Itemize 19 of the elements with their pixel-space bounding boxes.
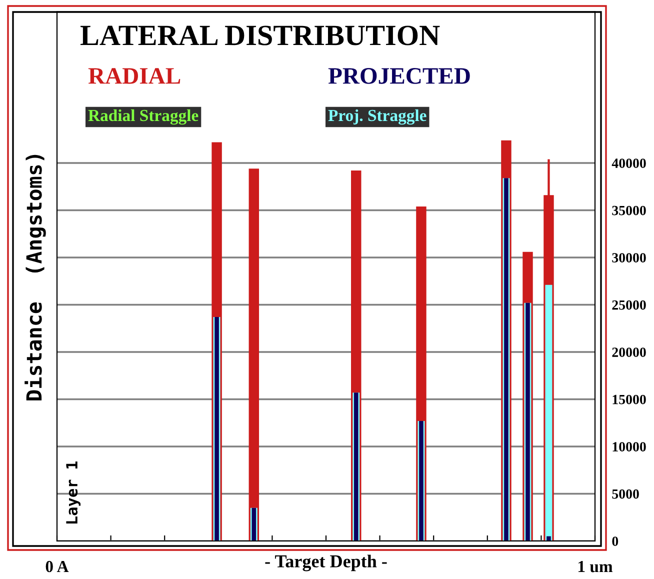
y-tick-label: 35000 bbox=[612, 206, 646, 216]
legend-label: Radial Straggle bbox=[88, 109, 198, 125]
y-tick-label: 40000 bbox=[612, 158, 646, 168]
x-tick-label: 1 um bbox=[578, 561, 613, 572]
y-tick-label: 25000 bbox=[612, 300, 646, 310]
y-tick-label: 5000 bbox=[612, 489, 639, 499]
chart-title: LATERAL DISTRIBUTION bbox=[80, 26, 440, 46]
y-tick-label: 15000 bbox=[612, 394, 646, 404]
y-axis-title: Distance (Angstoms) bbox=[24, 154, 46, 400]
annotation: Layer 1 bbox=[66, 461, 81, 524]
x-tick-label: 0 A bbox=[46, 560, 69, 572]
y-tick-label: 0 bbox=[612, 536, 618, 546]
text: Proj. Straggle bbox=[328, 109, 426, 125]
y-tick-label: 30000 bbox=[612, 253, 646, 262]
y-tick-label: 10000 bbox=[612, 442, 646, 452]
x-axis-title: - Target Depth - bbox=[265, 554, 387, 572]
text: PROJECTED bbox=[328, 68, 470, 84]
text: RADIAL bbox=[88, 68, 180, 84]
y-tick-label: 20000 bbox=[612, 348, 646, 357]
